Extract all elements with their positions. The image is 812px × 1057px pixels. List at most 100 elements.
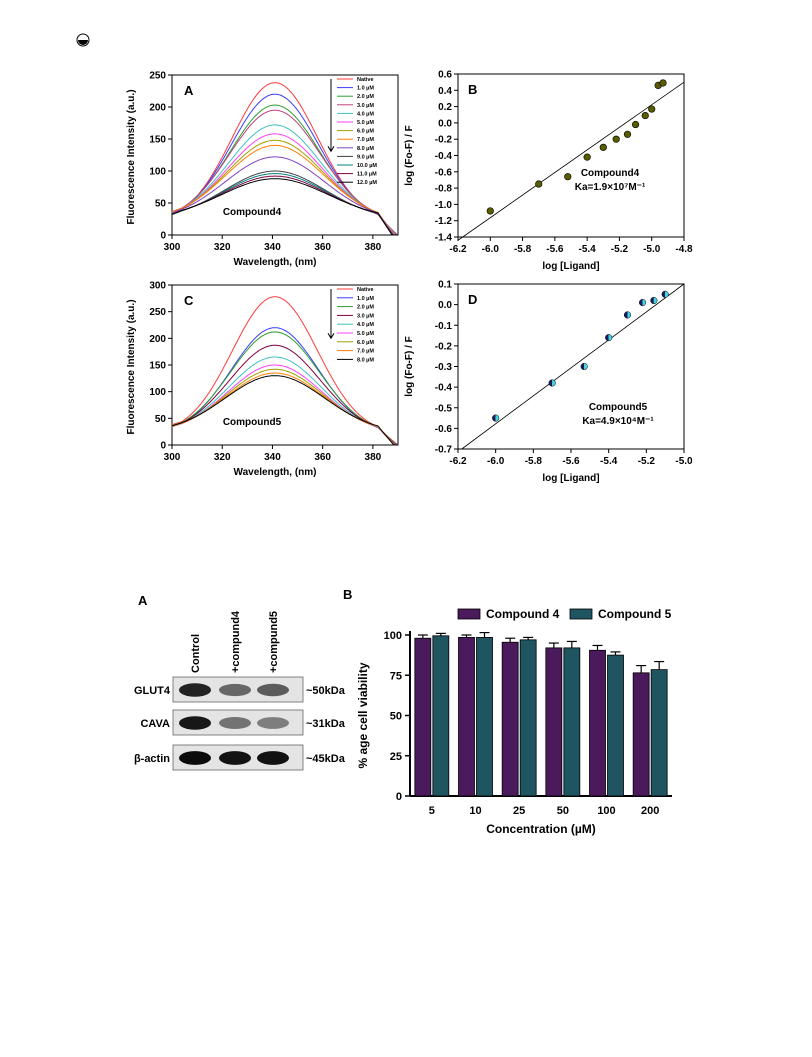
data-point xyxy=(580,362,588,371)
arrow-head-icon xyxy=(327,145,335,153)
panel-letter: A xyxy=(138,593,148,608)
x-tick-label: 300 xyxy=(164,242,181,253)
x-tick-label: 200 xyxy=(641,805,659,817)
panel-letter: B xyxy=(468,82,477,97)
y-tick-label: -0.2 xyxy=(435,341,453,352)
y-tick-label: -0.3 xyxy=(435,362,453,373)
y-axis-label: Fluorescence Intensity (a.u.) xyxy=(126,299,137,434)
y-tick-label: 25 xyxy=(390,751,402,763)
molecular-weight-label: ~31kDa xyxy=(306,718,346,730)
binding-panel-b: -6.2 -6.0 -5.8 -5.6 -5.4 -5.2 -5.0 -4.8 -1.4 -1.2… xyxy=(395,65,700,280)
legend-label: 2.0 µM xyxy=(357,94,374,100)
legend-label: 8.0 µM xyxy=(357,146,374,152)
y-tick-label: 150 xyxy=(149,135,166,146)
y-tick-label: 0 xyxy=(160,441,166,452)
data-point-marker xyxy=(641,111,649,120)
blot-band xyxy=(257,717,289,729)
legend-label: Native xyxy=(357,77,374,83)
y-tick-label: -1.2 xyxy=(435,216,453,227)
data-point-right xyxy=(495,414,499,422)
data-point xyxy=(631,120,640,129)
y-axis-label: log (Fo-F) / F xyxy=(404,336,415,397)
data-point-marker xyxy=(583,153,591,161)
spectrum-line xyxy=(171,344,398,446)
y-tick-label: 0.4 xyxy=(438,86,452,97)
x-tick-label: -5.2 xyxy=(611,244,629,255)
x-tick-label: 50 xyxy=(557,805,569,817)
data-point xyxy=(535,180,543,188)
x-tick-label: 380 xyxy=(365,452,382,463)
molecular-weight-label: ~45kDa xyxy=(306,753,346,765)
data-point xyxy=(605,334,613,342)
x-tick-label: 5 xyxy=(429,805,435,817)
bar xyxy=(501,641,519,797)
x-tick-label: 360 xyxy=(314,242,331,253)
fit-line xyxy=(461,283,685,450)
y-tick-label: 300 xyxy=(149,281,166,292)
y-tick-label: 200 xyxy=(149,334,166,345)
lane-label: Control xyxy=(190,634,202,673)
blot-band xyxy=(257,751,289,765)
x-tick-label: -5.4 xyxy=(579,244,597,255)
western-blot: A Control +compund4 +compund5 GLUT4 ~50kDa CAV… xyxy=(134,593,346,771)
data-point-marker xyxy=(486,207,494,215)
spectrum-line xyxy=(171,109,398,236)
y-tick-label: 0 xyxy=(160,231,166,242)
legend-swatch xyxy=(457,608,481,620)
x-tick-label: -6.0 xyxy=(487,456,505,467)
y-tick-label: 0.1 xyxy=(438,280,452,291)
blot-band xyxy=(219,717,251,729)
legend-label: 5.0 µM xyxy=(357,120,374,126)
x-axis-label: Concentration (µM) xyxy=(486,822,596,836)
y-tick-label: 50 xyxy=(155,414,167,425)
spectrum-line xyxy=(171,156,398,236)
data-point-outline xyxy=(548,379,556,387)
data-point xyxy=(548,379,556,387)
x-tick-label: -4.8 xyxy=(675,244,693,255)
legend-label: 6.0 µM xyxy=(357,129,374,135)
legend-swatch xyxy=(569,608,593,620)
x-axis-label: log [Ligand] xyxy=(542,473,599,484)
y-tick-label: -1.4 xyxy=(435,233,453,244)
bar xyxy=(589,649,606,797)
x-tick-label: -6.0 xyxy=(482,244,500,255)
spectra-panel-c: 300 320 340 360 380 0 50 100 150 200 250 300 Wavelen… xyxy=(120,275,410,490)
protein-label: GLUT4 xyxy=(134,685,171,697)
legend-label: 7.0 µM xyxy=(357,137,374,143)
legend-label: Compound 5 xyxy=(598,607,672,621)
data-point xyxy=(648,105,656,113)
x-tick-label: 100 xyxy=(597,805,615,817)
panel-letter: D xyxy=(468,292,477,307)
data-point-left xyxy=(580,363,585,370)
binding-chart-d: -6.2 -6.0 -5.8 -5.6 -5.4 -5.2 -5.0 -0.7 -0.6 -0.5… xyxy=(404,280,693,485)
y-axis-label: Fluorescence Intensity (a.u.) xyxy=(126,89,137,224)
data-point-marker xyxy=(623,130,632,138)
y-tick-label: 100 xyxy=(384,630,402,642)
data-point-left xyxy=(492,414,496,422)
spectrum-line xyxy=(171,375,398,446)
data-point xyxy=(492,414,500,422)
y-tick-label: 50 xyxy=(390,711,402,723)
blot-band xyxy=(219,751,251,765)
x-tick-label: -5.8 xyxy=(514,244,532,255)
data-point-left xyxy=(548,379,553,387)
y-tick-label: 0.6 xyxy=(438,70,452,81)
data-point-outline xyxy=(650,296,658,305)
x-tick-label: -5.6 xyxy=(546,244,564,255)
panel-letter: C xyxy=(184,293,194,308)
bar xyxy=(632,672,650,797)
x-tick-label: 360 xyxy=(314,452,331,463)
legend-label: 10.0 µM xyxy=(357,163,377,169)
spectra-chart-a: 300 320 340 360 380 0 50 100 150 200 250 Wavelength… xyxy=(126,71,399,268)
viability-bar-chart: B 0 25 50 75 100 % age cell viability Concentra… xyxy=(343,587,672,836)
data-point-left xyxy=(650,297,654,304)
spectrum-line xyxy=(171,368,398,446)
y-tick-label: -0.6 xyxy=(435,167,453,178)
compound-annotation: Compound5 xyxy=(223,417,282,428)
bar xyxy=(519,639,537,797)
x-tick-label: -5.8 xyxy=(525,456,543,467)
legend-label: 3.0 µM xyxy=(357,103,374,109)
plot-frame xyxy=(171,74,399,236)
data-point-right xyxy=(665,291,669,298)
y-tick-label: -0.4 xyxy=(435,383,453,394)
